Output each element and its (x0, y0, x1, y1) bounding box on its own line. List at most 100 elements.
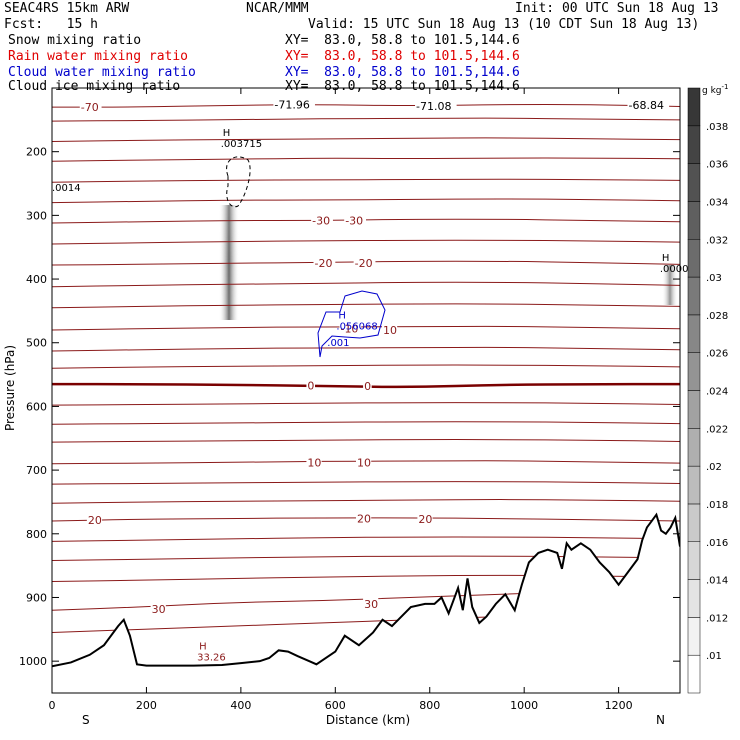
colorbar-segment (687, 541, 701, 580)
colorbar-segment (687, 352, 701, 391)
isotherm-label-bg (86, 513, 103, 525)
terrain-line (52, 512, 680, 668)
isotherm-label: -70 (81, 101, 99, 114)
isotherm-label: 0 (307, 379, 314, 392)
isotherm-line (52, 325, 680, 331)
colorbar-segment (687, 503, 701, 542)
contour-value-label: .0014 (52, 183, 81, 194)
colorbar-tick-label: .028 (706, 311, 728, 322)
field-cloudwater-xy: XY= 83.0, 58.8 to 101.5,144.6 (285, 65, 520, 80)
isotherm-label: 0 (364, 380, 371, 393)
isotherm-line (52, 117, 680, 122)
isotherm-label-bg (311, 214, 333, 226)
colorbar-segment (687, 125, 701, 164)
colorbar-segment (687, 314, 701, 353)
colorbar-tick-label: .038 (706, 122, 728, 133)
isotherm-line (52, 421, 680, 425)
x-tick-label: 400 (230, 699, 251, 712)
isotherm-line (52, 303, 680, 309)
isotherm-line (52, 104, 680, 108)
field-cloudice-xy: XY= 83.0, 58.8 to 101.5,144.6 (285, 79, 520, 94)
field-rain-name: Rain water mixing ratio (8, 49, 189, 64)
field-snow-name: Snow mixing ratio (8, 33, 142, 48)
colorbar-tick-label: .01 (706, 651, 722, 662)
high-value-label: .056068 (336, 322, 377, 333)
y-tick-label: 600 (26, 400, 47, 413)
isotherm-label: 10 (307, 456, 321, 469)
isotherm-line (52, 499, 680, 504)
isotherm-line (52, 364, 680, 369)
high-marker: H (662, 253, 670, 264)
isotherm-label: 10 (357, 456, 371, 469)
isotherm-label-bg (306, 379, 316, 391)
x-tick-label: 600 (325, 699, 346, 712)
isotherm-line (52, 178, 680, 183)
x-tick-label: 1000 (510, 699, 538, 712)
isotherm-line (52, 198, 680, 204)
colorbar-tick-label: .022 (706, 424, 728, 435)
colorbar-segment (687, 579, 701, 618)
snow-plume-shading (219, 205, 239, 320)
colorbar-tick-label: .014 (706, 576, 728, 587)
x-axis-label: Distance (km) (326, 713, 410, 727)
isotherm-label: 20 (357, 513, 371, 526)
y-tick-label: 200 (26, 146, 47, 159)
isotherm-line (52, 439, 680, 443)
isotherm-label-bg (415, 99, 457, 111)
x-tick-label: 200 (136, 699, 157, 712)
isotherm-line (52, 402, 680, 406)
colorbar-segment (687, 654, 701, 694)
terrain-fill (52, 514, 680, 693)
isotherm-label: -30 (345, 214, 363, 227)
valid-time: Valid: 15 UTC Sun 18 Aug 13 (10 CDT Sun … (308, 17, 700, 32)
isotherm-line (52, 239, 680, 245)
end-point-label: N (656, 713, 665, 727)
colorbar-tick-label: .026 (706, 349, 728, 360)
field-cloudwater-name: Cloud water mixing ratio (8, 65, 196, 80)
isotherm-label: 30 (364, 598, 378, 611)
isotherm-label: -20 (355, 257, 373, 270)
isotherm-label-bg (339, 322, 362, 334)
forecast-hour: Fcst: 15 h (4, 17, 98, 32)
isotherm-label-bg (353, 257, 376, 269)
colorbar-segment (687, 617, 701, 656)
colorbar-segment (687, 87, 701, 127)
colorbar-tick-label: .024 (706, 387, 728, 398)
x-tick-label: 800 (419, 699, 440, 712)
isotherm-label-bg (273, 98, 315, 110)
cloud-ice-contour (226, 156, 251, 208)
isotherm-line (52, 281, 680, 288)
field-cloudice-name: Cloud ice mixing ratio (8, 79, 181, 94)
colorbar-tick-label: .034 (706, 197, 728, 208)
isotherm-label-bg (150, 602, 166, 614)
isotherm-label-bg (79, 101, 102, 113)
y-tick-label: 1000 (19, 655, 47, 668)
isotherm-label-bg (417, 513, 433, 525)
isotherm-line (52, 382, 680, 389)
x-tick-label: 1200 (605, 699, 633, 712)
y-tick-label: 800 (26, 528, 47, 541)
cloud-water-contour (317, 290, 386, 358)
high-marker: H (223, 128, 231, 139)
isotherm-label-bg (381, 324, 398, 335)
colorbar-segment (687, 201, 701, 240)
contour-value-label: .001 (327, 338, 349, 349)
isotherm-line (52, 460, 680, 465)
temperature-isotherms (52, 104, 680, 633)
colorbar-segment (687, 239, 701, 278)
isotherm-label: -68.84 (629, 99, 664, 112)
y-tick-label: 500 (26, 337, 47, 350)
high-value-label: .0000 (660, 264, 689, 275)
isotherm-label: -71.08 (416, 100, 451, 113)
y-tick-label: 700 (26, 464, 47, 477)
isotherm-label-bg (363, 380, 372, 392)
high-value-label: .003715 (221, 139, 262, 150)
colorbar-segment (687, 276, 701, 316)
start-point-label: S (82, 713, 90, 727)
field-rain-xy: XY= 83.0, 58.8 to 101.5,144.6 (285, 49, 520, 64)
isotherm-label: 30 (152, 603, 166, 616)
isotherm-label: 20 (418, 513, 432, 526)
y-tick-label: 300 (26, 209, 47, 222)
colorbar-tick-label: .03 (706, 273, 722, 284)
